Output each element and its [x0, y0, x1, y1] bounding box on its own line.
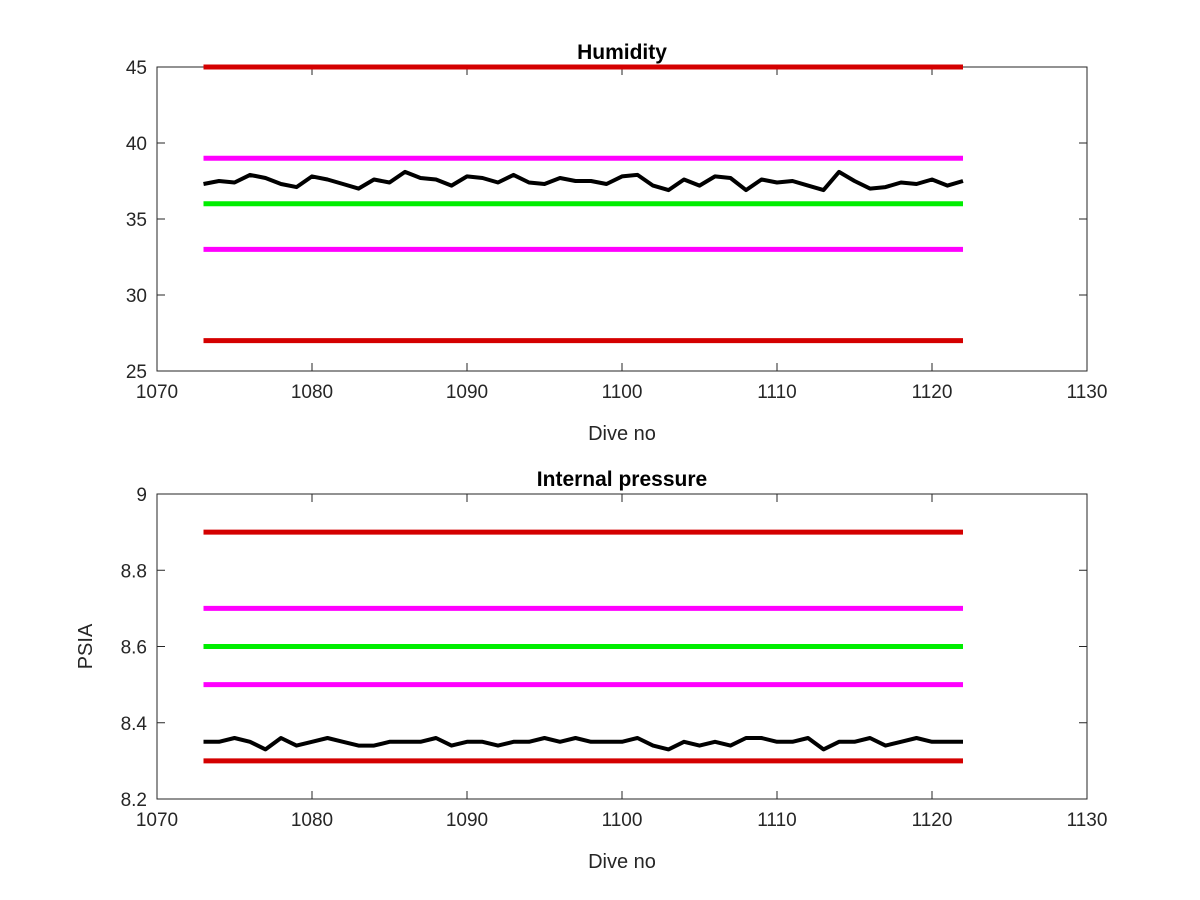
y-tick-label: 8.8 — [121, 561, 147, 582]
x-tick-label: 1120 — [912, 382, 953, 403]
x-axis-label: Dive no — [588, 851, 656, 873]
x-tick-label: 1090 — [446, 810, 488, 831]
x-tick-label: 1110 — [757, 382, 796, 403]
axes-box — [156, 66, 1088, 372]
y-tick-label: 30 — [126, 286, 147, 307]
y-tick-label: 35 — [126, 210, 147, 231]
x-tick-label: 1070 — [136, 382, 178, 403]
data-series-line — [203, 169, 964, 193]
y-axis-label: PSIA — [75, 623, 97, 669]
x-tick-label: 1080 — [291, 382, 333, 403]
x-axis-label: Dive no — [588, 423, 656, 445]
x-tick-label: 1070 — [136, 810, 178, 831]
y-tick-label: 45 — [126, 58, 147, 79]
chart-title: Humidity — [577, 41, 667, 64]
x-tick-label: 1100 — [602, 382, 643, 403]
x-tick-label: 1120 — [912, 810, 953, 831]
y-tick-label: 8.2 — [121, 790, 147, 811]
x-tick-label: 1110 — [757, 810, 796, 831]
x-tick-label: 1130 — [1067, 810, 1108, 831]
x-tick-label: 1090 — [446, 382, 488, 403]
y-tick-label: 8.4 — [121, 714, 148, 735]
y-tick-label: 40 — [126, 134, 147, 155]
y-tick-label: 25 — [126, 362, 147, 383]
x-tick-label: 1100 — [602, 810, 643, 831]
humidity-panel: 1070 1080 1090 1100 1110 1120 1130 25 30 35 40 45 Hu… — [126, 41, 1108, 445]
y-tick-label: 8.6 — [121, 638, 147, 659]
x-tick-label: 1130 — [1067, 382, 1108, 403]
chart-title: Internal pressure — [537, 468, 707, 491]
y-tick-label: 9 — [136, 485, 147, 506]
x-tick-label: 1080 — [291, 810, 333, 831]
data-series-line — [203, 736, 963, 752]
internal-pressure-panel: 1070 1080 1090 1100 1110 1120 1130 8.2 8.4 8.6 8.8… — [75, 468, 1107, 873]
